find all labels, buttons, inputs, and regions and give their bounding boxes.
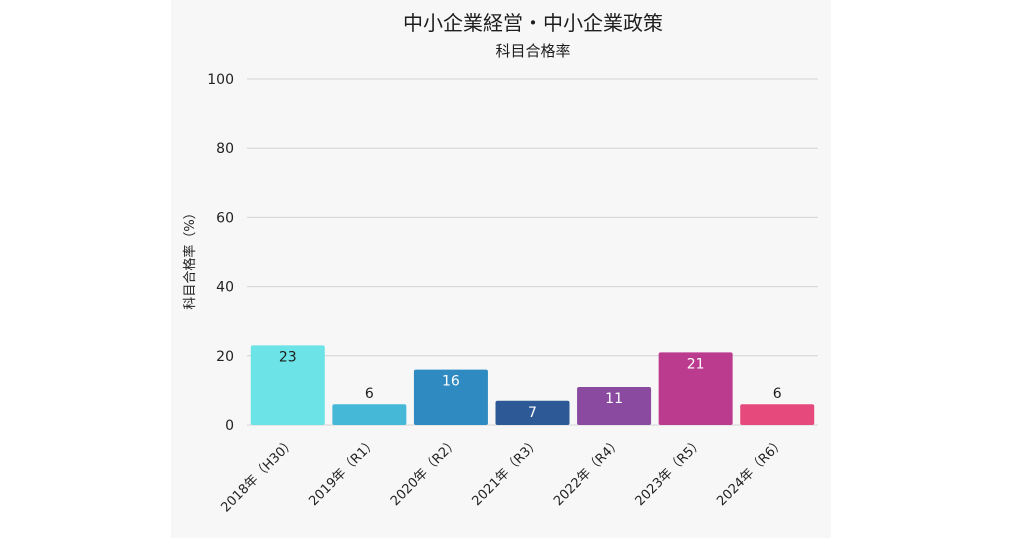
x-tick-label: 2020年（R2） [388, 435, 462, 509]
bar-chart: 中小企業経営・中小企業政策 科目合格率 科目合格率（%） 0 20 40 60 80 10… [182, 11, 818, 515]
y-tick-label: 20 [216, 349, 234, 365]
x-tick-label: 2018年（H30） [218, 435, 298, 515]
bar [658, 352, 733, 425]
y-tick-label: 100 [207, 72, 234, 88]
bar [495, 400, 570, 425]
bar [740, 404, 815, 425]
y-tick-label: 0 [225, 418, 234, 434]
y-tick-label: 60 [216, 210, 234, 226]
bar-value-label: 6 [773, 386, 782, 402]
x-tick-label: 2024年（R6） [714, 435, 788, 509]
bar-value-label: 16 [442, 374, 460, 390]
bar-value-label: 21 [687, 356, 705, 372]
bar-value-label: 6 [365, 386, 374, 402]
bar [250, 345, 325, 425]
bar-value-label: 23 [279, 349, 297, 365]
bar-value-label: 7 [528, 405, 537, 421]
data-labels: 23 6 16 7 11 21 6 [279, 349, 782, 420]
bar-value-label: 11 [605, 391, 623, 407]
bars [250, 345, 815, 425]
chart-subtitle: 科目合格率 [495, 42, 570, 60]
bar [577, 386, 652, 425]
y-axis-label: 科目合格率（%） [182, 206, 198, 309]
y-tick-label: 40 [216, 280, 234, 296]
x-tick-label: 2022年（R4） [551, 435, 625, 509]
x-tick-label: 2023年（R5） [633, 435, 707, 509]
x-tick-label: 2019年（R1） [306, 435, 380, 509]
x-tick-label: 2021年（R3） [470, 435, 544, 509]
y-tick-labels: 0 20 40 60 80 100 [207, 72, 234, 434]
bar [413, 369, 488, 425]
chart-title: 中小企業経営・中小企業政策 [403, 11, 663, 35]
y-tick-label: 80 [216, 141, 234, 157]
x-tick-labels: 2018年（H30） 2019年（R1） 2020年（R2） 2021年（R3） 202… [218, 435, 788, 515]
chart-panel: 中小企業経営・中小企業政策 科目合格率 科目合格率（%） 0 20 40 60 80 10… [171, 0, 831, 538]
bar [332, 404, 407, 425]
